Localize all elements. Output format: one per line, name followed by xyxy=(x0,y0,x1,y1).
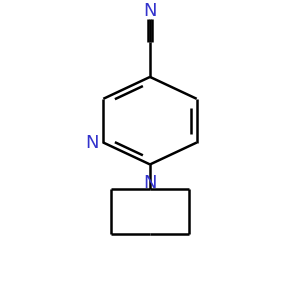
Text: N: N xyxy=(143,2,157,20)
Text: N: N xyxy=(143,174,157,192)
Text: N: N xyxy=(85,134,98,152)
